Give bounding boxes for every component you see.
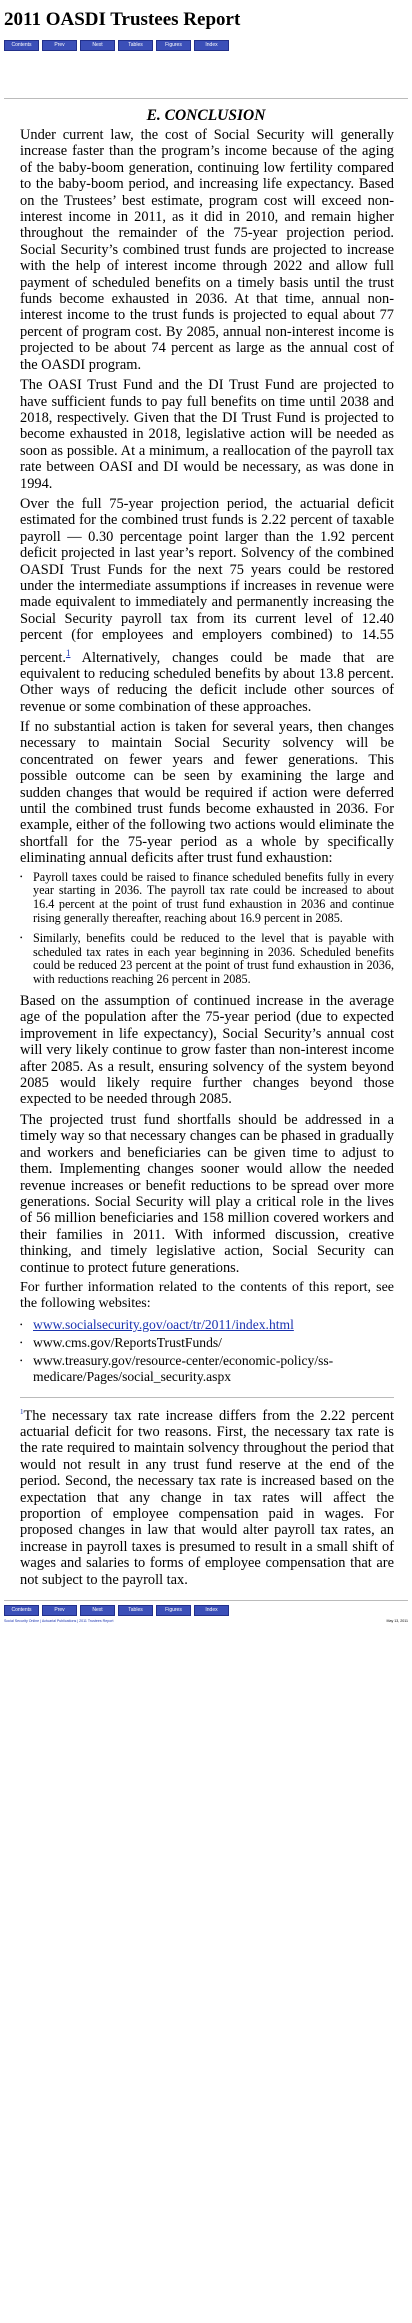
paragraph: Under current law, the cost of Social Se…	[20, 127, 394, 373]
nav-index-button[interactable]: Index	[194, 1605, 229, 1617]
nav-tables-button[interactable]: Tables	[118, 1605, 153, 1617]
list-item: Payroll taxes could be raised to finance…	[20, 870, 394, 926]
nav-prev-button[interactable]: Prev	[42, 1605, 77, 1617]
footnote: 1The necessary tax rate increase differs…	[0, 1404, 412, 1588]
paragraph: The projected trust fund shortfalls shou…	[20, 1111, 394, 1276]
list-item: Similarly, benefits could be reduced to …	[20, 931, 394, 987]
footnote-divider	[20, 1396, 394, 1398]
top-nav: Contents Prev Next Tables Figures Index	[0, 33, 412, 51]
website-text: www.treasury.gov/resource-center/economi…	[33, 1352, 334, 1384]
list-item: www.cms.gov/ReportsTrustFunds/	[20, 1334, 394, 1351]
paragraph-with-footnote: Over the full 75-year projection period,…	[20, 496, 394, 715]
website-list: www.socialsecurity.gov/oact/tr/2011/inde…	[20, 1317, 394, 1385]
nav-prev-button[interactable]: Prev	[42, 40, 77, 51]
paragraph-text: Alternatively, changes could be made tha…	[20, 649, 394, 715]
nav-tables-button[interactable]: Tables	[118, 40, 153, 51]
footer: Social Security Online | Actuarial Publi…	[0, 1616, 412, 1623]
footnote-paragraph: 1The necessary tax rate increase differs…	[20, 1404, 394, 1588]
footer-links[interactable]: Social Security Online | Actuarial Publi…	[4, 1619, 114, 1624]
nav-contents-button[interactable]: Contents	[4, 40, 39, 51]
footnote-text: The necessary tax rate increase differs …	[20, 1407, 394, 1588]
action-list: Payroll taxes could be raised to finance…	[20, 870, 394, 987]
website-text: www.cms.gov/ReportsTrustFunds/	[33, 1334, 222, 1350]
section-title: E. CONCLUSION	[146, 107, 266, 124]
list-item: www.socialsecurity.gov/oact/tr/2011/inde…	[20, 1316, 394, 1333]
list-item: www.treasury.gov/resource-center/economi…	[20, 1352, 394, 1385]
paragraph: For further information related to the c…	[20, 1279, 394, 1312]
nav-figures-button[interactable]: Figures	[156, 1605, 191, 1617]
top-divider	[4, 98, 408, 99]
footer-date: May 13, 2011	[386, 1619, 408, 1624]
website-link[interactable]: www.socialsecurity.gov/oact/tr/2011/inde…	[33, 1316, 294, 1332]
nav-figures-button[interactable]: Figures	[156, 40, 191, 51]
paragraph: If no substantial action is taken for se…	[20, 719, 394, 867]
bottom-divider	[4, 1600, 408, 1602]
paragraph: Based on the assumption of continued inc…	[20, 993, 394, 1108]
paragraph-text: Over the full 75-year projection period,…	[20, 495, 394, 666]
footnote-marker: 1	[20, 1407, 24, 1416]
report-body: Under current law, the cost of Social Se…	[0, 127, 412, 1385]
paragraph: The OASI Trust Fund and the DI Trust Fun…	[20, 377, 394, 492]
page-title: 2011 OASDI Trustees Report	[4, 9, 241, 30]
bottom-nav: Contents Prev Next Tables Figures Index	[0, 1601, 412, 1617]
nav-next-button[interactable]: Next	[80, 40, 115, 51]
nav-next-button[interactable]: Next	[80, 1605, 115, 1617]
nav-index-button[interactable]: Index	[194, 40, 229, 51]
nav-contents-button[interactable]: Contents	[4, 1605, 39, 1617]
footnote-link[interactable]: 1	[65, 647, 71, 658]
